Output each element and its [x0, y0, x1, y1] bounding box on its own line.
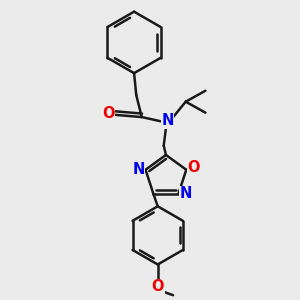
Text: N: N [132, 162, 145, 177]
Text: N: N [161, 113, 174, 128]
Text: O: O [187, 160, 200, 175]
Text: N: N [179, 186, 192, 201]
Text: O: O [102, 106, 115, 121]
Text: O: O [152, 280, 164, 295]
